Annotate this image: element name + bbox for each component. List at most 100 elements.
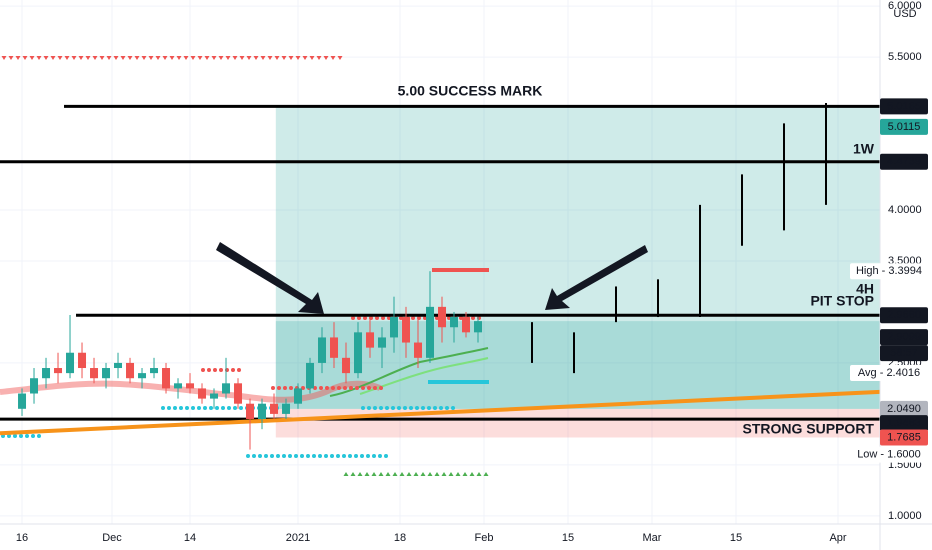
dot bbox=[237, 368, 241, 372]
candle-body bbox=[306, 362, 315, 389]
candle-body bbox=[42, 368, 51, 379]
price-badge-label: 4.4739 bbox=[887, 156, 921, 168]
price-badge bbox=[880, 118, 928, 135]
signal bbox=[43, 56, 49, 60]
signal bbox=[190, 56, 196, 60]
dot bbox=[342, 454, 346, 458]
candle-body bbox=[354, 332, 363, 374]
candle-body bbox=[114, 362, 123, 369]
arrow bbox=[216, 242, 324, 314]
signal bbox=[420, 472, 426, 476]
candle-body bbox=[174, 383, 183, 389]
candle-body bbox=[390, 317, 399, 338]
price-badge bbox=[880, 429, 928, 446]
dot bbox=[277, 386, 281, 390]
signal bbox=[120, 56, 126, 60]
candle-body bbox=[378, 337, 387, 348]
price-badge bbox=[880, 400, 928, 417]
band bbox=[432, 268, 489, 272]
price-badge bbox=[880, 153, 928, 170]
price-badge bbox=[850, 364, 928, 381]
y-tick-label: 4.0000 bbox=[888, 204, 922, 216]
dot bbox=[378, 454, 382, 458]
annotation: 4H bbox=[856, 281, 874, 297]
dot bbox=[197, 406, 201, 410]
dot bbox=[367, 406, 371, 410]
dot bbox=[161, 406, 165, 410]
signal bbox=[204, 56, 210, 60]
signal bbox=[50, 56, 56, 60]
dot bbox=[399, 316, 403, 320]
time-axis-bg bbox=[0, 524, 932, 550]
dot bbox=[201, 368, 205, 372]
signal bbox=[148, 56, 154, 60]
dot bbox=[331, 386, 335, 390]
signal bbox=[176, 56, 182, 60]
x-tick-label: Apr bbox=[829, 532, 846, 544]
candle-body bbox=[426, 306, 435, 358]
dot bbox=[367, 386, 371, 390]
dot bbox=[349, 386, 353, 390]
dot bbox=[471, 316, 475, 320]
price-badge-label: 2.9099 bbox=[887, 331, 921, 343]
dot bbox=[384, 454, 388, 458]
signal bbox=[441, 472, 447, 476]
candle-body bbox=[126, 362, 135, 379]
dot bbox=[246, 454, 250, 458]
dot bbox=[433, 406, 437, 410]
candle-body bbox=[318, 337, 327, 363]
signal bbox=[392, 472, 398, 476]
signal bbox=[448, 472, 454, 476]
signal bbox=[22, 56, 28, 60]
dot bbox=[25, 434, 29, 438]
candle-body bbox=[366, 332, 375, 348]
dot bbox=[191, 406, 195, 410]
signal bbox=[406, 472, 412, 476]
signal bbox=[343, 472, 349, 476]
signal bbox=[92, 56, 98, 60]
candle-body bbox=[30, 378, 39, 394]
x-tick-label: 14 bbox=[184, 532, 196, 544]
countdown-badge bbox=[880, 345, 928, 362]
dot bbox=[185, 406, 189, 410]
signal bbox=[78, 56, 84, 60]
dot bbox=[276, 454, 280, 458]
dot bbox=[270, 454, 274, 458]
dot bbox=[282, 454, 286, 458]
dot bbox=[306, 454, 310, 458]
price-badge-label: High - 3.3994 bbox=[856, 265, 922, 277]
candle-body bbox=[258, 403, 267, 419]
price-badge bbox=[880, 307, 928, 324]
dot bbox=[348, 454, 352, 458]
signal bbox=[113, 56, 119, 60]
currency: USD bbox=[893, 8, 916, 20]
dot bbox=[403, 406, 407, 410]
dot bbox=[319, 386, 323, 390]
dot bbox=[179, 406, 183, 410]
dot bbox=[325, 386, 329, 390]
signal bbox=[323, 56, 329, 60]
candle-body bbox=[450, 317, 459, 328]
candle-body bbox=[402, 317, 411, 343]
candle-body bbox=[246, 403, 255, 419]
marks bbox=[0, 102, 881, 450]
candle-body bbox=[90, 368, 99, 379]
dot bbox=[379, 386, 383, 390]
price-badge-label: 5.0165 bbox=[887, 100, 921, 112]
candle-body bbox=[210, 393, 219, 399]
signal bbox=[371, 472, 377, 476]
dot bbox=[423, 316, 427, 320]
trendline bbox=[0, 389, 881, 436]
signal bbox=[8, 56, 14, 60]
dot bbox=[219, 368, 223, 372]
profit-zone bbox=[275, 106, 880, 409]
signal bbox=[1, 56, 7, 60]
x-tick-label: 15 bbox=[730, 532, 742, 544]
dot bbox=[31, 434, 35, 438]
dot bbox=[391, 406, 395, 410]
candle-body bbox=[150, 368, 159, 374]
dot bbox=[318, 454, 322, 458]
signal bbox=[183, 56, 189, 60]
signal bbox=[85, 56, 91, 60]
dot bbox=[421, 406, 425, 410]
